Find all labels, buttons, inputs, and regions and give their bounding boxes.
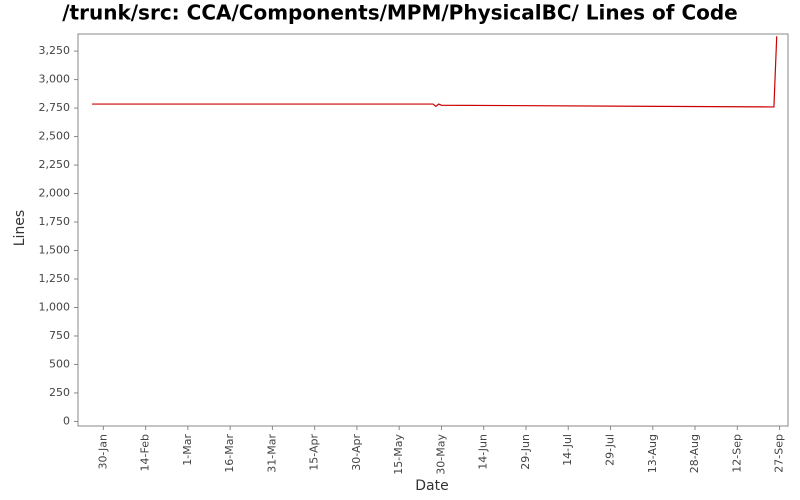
y-tick-label: 2,500 [39, 130, 71, 143]
y-tick-label: 500 [49, 357, 70, 370]
x-tick-label: 15-Apr [308, 434, 321, 471]
x-tick-label: 27-Sep [773, 434, 786, 473]
x-tick-label: 14-Jul [561, 434, 574, 466]
x-tick-label: 1-Mar [181, 434, 194, 466]
data-line [92, 36, 778, 108]
chart-title: /trunk/src: CCA/Components/MPM/PhysicalB… [62, 1, 738, 25]
y-tick-label: 250 [49, 386, 70, 399]
x-tick-label: 30-Apr [350, 434, 363, 471]
x-tick-label: 29-Jun [519, 434, 532, 470]
y-tick-label: 1,750 [39, 215, 71, 228]
y-tick-label: 1,250 [39, 272, 71, 285]
y-tick-label: 2,000 [39, 187, 71, 200]
x-tick-label: 16-Mar [223, 434, 236, 473]
y-axis-label: Lines [12, 210, 28, 246]
x-tick-label: 31-Mar [265, 434, 278, 473]
x-tick-label: 28-Aug [688, 434, 701, 473]
y-tick-label: 2,250 [39, 158, 71, 171]
y-tick-label: 1,500 [39, 244, 71, 257]
x-tick-label: 29-Jul [604, 434, 617, 466]
x-tick-label: 14-Feb [139, 434, 152, 471]
y-tick-label: 3,250 [39, 44, 71, 57]
x-tick-label: 12-Sep [730, 434, 743, 473]
y-tick-label: 750 [49, 329, 70, 342]
x-tick-label: 13-Aug [646, 434, 659, 473]
x-tick-label: 30-May [434, 434, 447, 475]
x-tick-label: 15-May [392, 434, 405, 475]
y-tick-label: 3,000 [39, 73, 71, 86]
x-tick-label: 14-Jun [477, 434, 490, 470]
y-tick-label: 0 [63, 414, 70, 427]
y-tick-label: 1,000 [39, 300, 71, 313]
x-axis-label: Date [415, 478, 448, 494]
plot-area [77, 33, 789, 427]
y-tick-label: 2,750 [39, 101, 71, 114]
x-tick-label: 30-Jan [96, 434, 109, 470]
